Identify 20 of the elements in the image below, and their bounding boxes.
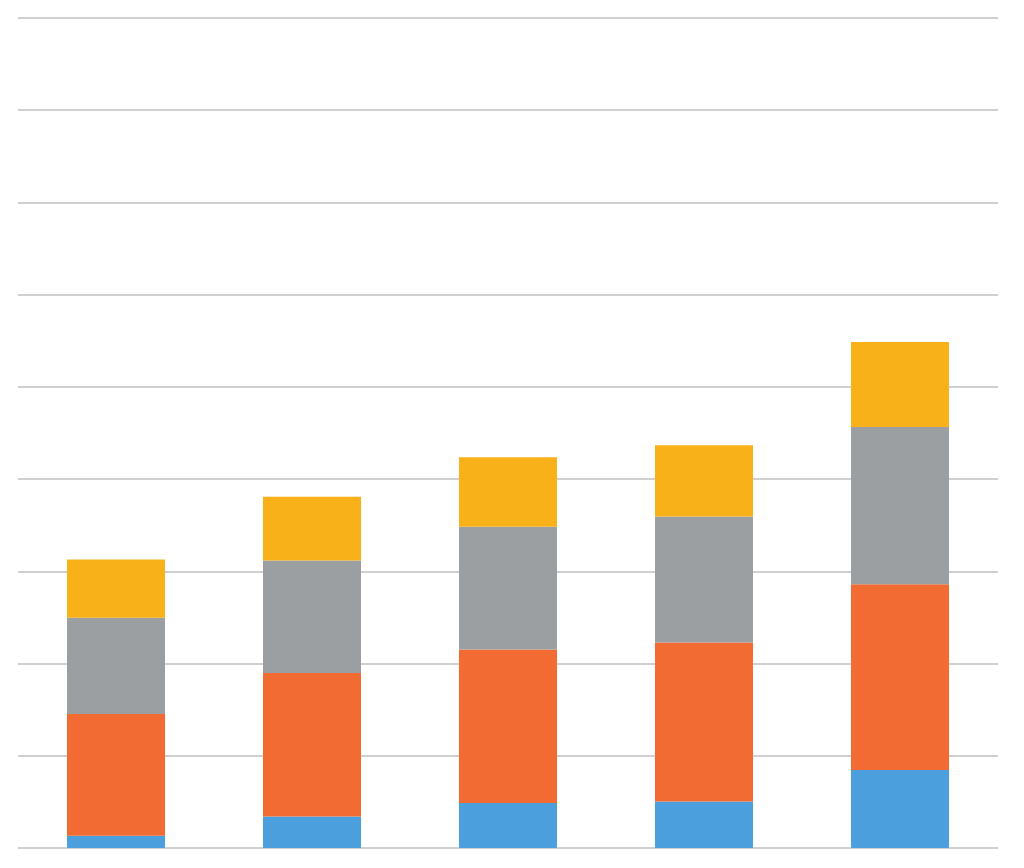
bar <box>851 770 949 848</box>
bar <box>851 584 949 771</box>
bar <box>851 426 949 585</box>
bar <box>459 802 557 848</box>
bar <box>67 559 165 618</box>
bar <box>263 496 361 561</box>
bar <box>655 642 753 802</box>
bar <box>459 457 557 527</box>
bar <box>263 672 361 817</box>
bar <box>263 816 361 848</box>
bar <box>67 835 165 848</box>
bar <box>459 649 557 803</box>
bar <box>655 516 753 643</box>
bar <box>459 526 557 650</box>
bar <box>655 801 753 848</box>
bar <box>67 713 165 836</box>
bar <box>851 341 949 427</box>
bar <box>67 617 165 714</box>
bar <box>655 445 753 517</box>
bar <box>263 560 361 673</box>
